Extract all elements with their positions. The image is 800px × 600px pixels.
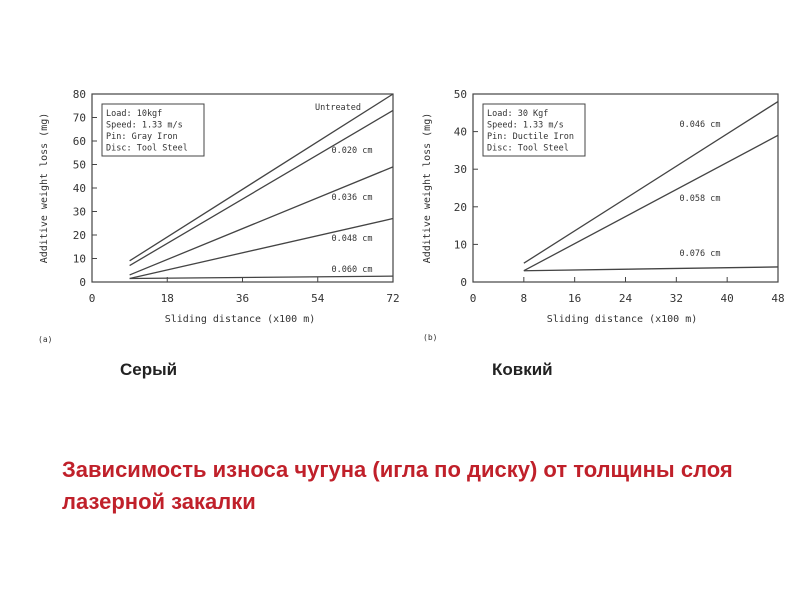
- y-tick-label: 40: [454, 126, 467, 139]
- page-title: Зависимость износа чугуна (игла по диску…: [62, 457, 733, 514]
- x-tick-label: 24: [619, 292, 633, 305]
- y-axis-label: Additive weight loss (mg): [422, 113, 433, 264]
- y-tick-label: 80: [73, 88, 86, 101]
- y-tick-label: 50: [73, 159, 86, 172]
- series-label: 0.036 cm: [332, 193, 373, 203]
- x-tick-label: 32: [670, 292, 683, 305]
- series-label: Untreated: [315, 103, 361, 113]
- condition-text: Pin: Gray Iron: [106, 132, 178, 142]
- panel-label: (a): [38, 335, 52, 344]
- series-label: 0.020 cm: [332, 146, 373, 156]
- x-axis-label: Sliding distance (x100 m): [547, 314, 698, 325]
- y-tick-label: 0: [79, 276, 86, 289]
- x-tick-label: 0: [470, 292, 477, 305]
- series-line: [129, 217, 394, 280]
- x-tick-label: 48: [771, 292, 784, 305]
- x-tick-label: 40: [721, 292, 734, 305]
- series-label: 0.046 cm: [680, 120, 721, 130]
- y-tick-label: 20: [454, 201, 467, 214]
- series-label: 0.060 cm: [332, 265, 373, 275]
- caption-ductile: Ковкий: [492, 360, 553, 379]
- series-line: [523, 266, 779, 272]
- x-tick-label: 36: [236, 292, 249, 305]
- series-line: [523, 100, 779, 264]
- series-line: [129, 93, 394, 262]
- condition-text: Speed: 1.33 m/s: [487, 121, 564, 131]
- series-line: [523, 134, 779, 272]
- x-tick-label: 16: [568, 292, 581, 305]
- y-axis-label: Additive weight loss (mg): [39, 113, 50, 264]
- condition-text: Disc: Tool Steel: [487, 144, 569, 154]
- series-label: 0.058 cm: [680, 194, 721, 204]
- condition-text: Pin: Ductile Iron: [487, 132, 574, 142]
- series-label: 0.048 cm: [332, 234, 373, 244]
- x-tick-label: 72: [386, 292, 399, 305]
- x-tick-label: 18: [161, 292, 174, 305]
- condition-text: Load: 30 Kgf: [487, 109, 548, 119]
- condition-text: Disc: Tool Steel: [106, 144, 188, 154]
- series-line: [129, 166, 394, 276]
- y-tick-label: 70: [73, 112, 86, 125]
- y-tick-label: 30: [73, 206, 86, 219]
- series-line: [129, 275, 394, 280]
- y-tick-label: 30: [454, 163, 467, 176]
- y-tick-label: 20: [73, 229, 86, 242]
- x-axis-label: Sliding distance (x100 m): [165, 314, 316, 325]
- condition-text: Speed: 1.33 m/s: [106, 121, 183, 131]
- conditions-box: [101, 103, 205, 157]
- chart-ductile-iron: 0 10 20 30 40 50 0 8 16 24 32 40 48 Sliding distance …: [422, 88, 785, 342]
- x-tick-label: 8: [521, 292, 528, 305]
- x-tick-label: 0: [89, 292, 96, 305]
- x-tick-label: 54: [311, 292, 325, 305]
- conditions-box: [482, 103, 586, 157]
- series-label: 0.076 cm: [680, 249, 721, 259]
- series-line: [129, 109, 394, 267]
- caption-gray: Серый: [120, 360, 178, 379]
- y-tick-label: 60: [73, 135, 86, 148]
- chart-gray-iron: 0 10 20 30 40 50 60 70 80 0 18 36 54 72 Sliding distan…: [38, 88, 400, 344]
- panel-label: (b): [423, 333, 437, 342]
- y-tick-label: 10: [454, 238, 467, 251]
- y-tick-label: 50: [454, 88, 467, 101]
- y-tick-label: 40: [73, 182, 86, 195]
- y-tick-label: 10: [73, 253, 86, 266]
- y-tick-label: 0: [460, 276, 467, 289]
- condition-text: Load: 10kgf: [106, 109, 162, 119]
